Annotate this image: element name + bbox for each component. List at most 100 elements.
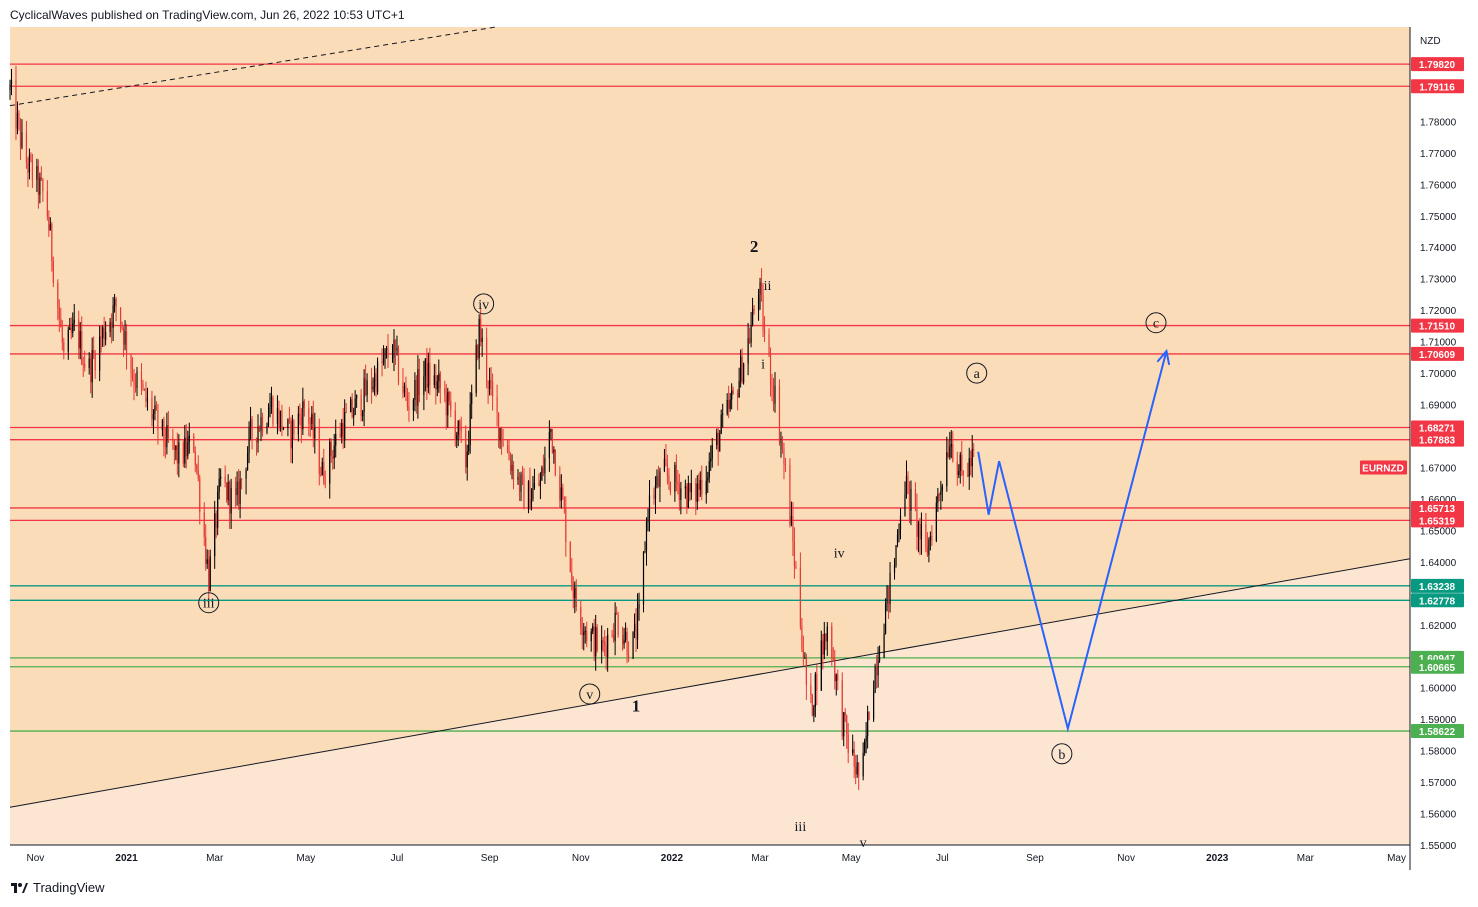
candle-body [904, 494, 906, 516]
candle-body [656, 475, 658, 486]
candle-body [270, 397, 273, 408]
candle-body [874, 666, 876, 693]
candle-body [614, 612, 616, 641]
candle-body [397, 347, 400, 383]
candle-body [469, 403, 471, 446]
candle-body [823, 633, 825, 655]
candle-body [920, 524, 923, 540]
candle-body [946, 452, 948, 487]
candle-body [481, 337, 483, 342]
candle-body [406, 394, 409, 407]
candle-body [762, 294, 764, 331]
candle-body [405, 386, 407, 395]
y-tick-label: 1.64000 [1420, 558, 1457, 569]
symbol-tag-label: EURNZD [1362, 463, 1404, 474]
candle-body [261, 417, 264, 433]
candle-body [136, 371, 138, 388]
candle-body [447, 391, 449, 416]
candle-body [632, 631, 634, 659]
candle-body [288, 419, 291, 421]
candle-body [835, 674, 837, 682]
candle-body [940, 490, 942, 495]
projection-line [977, 350, 1168, 733]
candle-body [575, 587, 577, 608]
candle-body [163, 419, 165, 443]
candle-body [843, 712, 845, 737]
wave-label: v [860, 836, 867, 851]
y-tick-label: 1.67000 [1420, 463, 1457, 474]
candle-body [705, 480, 707, 495]
price-tags: 1.79820 1.79116 1.71510 1.70609 1.68271 1.678… [1360, 57, 1464, 739]
wave-label-text: 1 [632, 697, 641, 716]
wave-label: i [761, 358, 765, 373]
price-tag: 1.70609 [1411, 346, 1464, 361]
candle-body [689, 482, 691, 493]
candle-body [875, 666, 878, 676]
price-tag: 1.60665 [1411, 659, 1464, 674]
candle-body [303, 401, 305, 409]
price-tag-label: 1.62778 [1419, 596, 1456, 607]
candle-body [415, 380, 418, 406]
price-tag-box [1411, 593, 1464, 608]
candle-body [583, 631, 585, 635]
candle-body [15, 79, 17, 129]
candle-body [396, 347, 398, 351]
candle-body [36, 166, 38, 181]
candle-body [394, 339, 397, 351]
x-tick-label: Sep [481, 853, 499, 864]
candle-body [100, 336, 102, 339]
chart-background [10, 27, 1410, 845]
candle-body [958, 470, 960, 476]
candle-body [52, 261, 54, 283]
candle-body [193, 435, 195, 452]
candle-body [657, 475, 660, 487]
candle-body [768, 334, 770, 355]
candle-body [167, 425, 169, 439]
y-tick-label: 1.77000 [1420, 149, 1457, 160]
candle-body [565, 508, 567, 543]
candle-body [542, 467, 545, 474]
candle-body [335, 434, 337, 446]
candle-body [468, 445, 470, 452]
candle-body [220, 476, 222, 479]
candle-body [318, 427, 320, 475]
candle-body [663, 458, 666, 472]
candle-body [49, 223, 51, 231]
wave-label-text: 2 [750, 237, 759, 256]
candle-body [39, 177, 41, 195]
candle-body [820, 640, 822, 691]
candle-body [970, 458, 972, 467]
y-tick-label: 1.74000 [1420, 243, 1457, 254]
y-tick-label: 1.73000 [1420, 275, 1457, 286]
candle-body [79, 331, 81, 349]
candle-body [281, 410, 283, 430]
candle-body [731, 390, 733, 400]
candle-body [423, 376, 425, 395]
brand-footer[interactable]: TradingView [10, 880, 105, 895]
x-tick-label: Jul [936, 853, 949, 864]
candle-body [509, 459, 512, 471]
candle-body [385, 347, 388, 350]
candle-body [99, 336, 101, 371]
candle-body [769, 354, 772, 386]
candle-body [590, 631, 592, 642]
candle-body [751, 308, 754, 326]
candle-body [229, 481, 231, 514]
price-tag: 1.58622 [1411, 724, 1464, 739]
candle-body [607, 634, 609, 658]
x-tick-label: Jul [391, 853, 404, 864]
y-tick-label: 1.58000 [1420, 747, 1457, 758]
price-tag-label: 1.65319 [1419, 516, 1456, 527]
candle-body [58, 307, 60, 319]
candle-body [868, 711, 870, 720]
candle-body [445, 394, 447, 416]
candle-body [529, 481, 531, 510]
candle-body [350, 399, 352, 413]
candle-body [143, 388, 146, 390]
candle-body [255, 437, 258, 443]
candle-body [926, 547, 928, 556]
candle-body [792, 516, 794, 542]
candle-body [593, 626, 595, 657]
candle-body [604, 641, 606, 646]
